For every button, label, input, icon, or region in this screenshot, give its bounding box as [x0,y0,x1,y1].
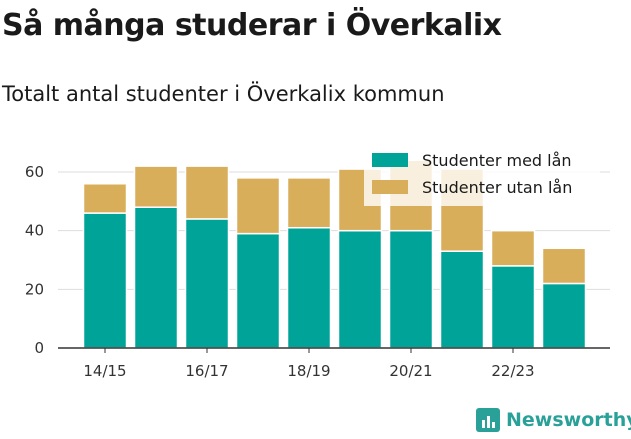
bar-with-loan [82,212,128,349]
y-tick-label: 20 [25,280,44,298]
stacked-bar-chart: 0 20 40 60 14/15 16/17 18/19 20/21 22/23 Studen… [24,144,610,380]
legend-swatch-without-loan [372,180,408,194]
x-tick-label: 14/15 [83,362,126,380]
legend-label-without-loan: Studenter utan lån [422,178,572,197]
y-tick-label: 60 [25,163,44,181]
legend: Studenter med lån Studenter utan lån [364,144,600,206]
x-tick-label: 18/19 [287,362,330,380]
y-tick-labels: 0 20 40 60 [25,163,44,357]
y-tick-label: 0 [34,339,44,357]
y-tick-label: 40 [25,222,44,240]
bar-without-loan [133,165,179,208]
bar-with-loan [439,250,485,349]
newsworthy-logo-icon [476,408,500,432]
chart-subtitle: Totalt antal studenter i Överkalix kommu… [2,82,445,106]
bar-without-loan [490,229,536,267]
bar-with-loan [286,226,332,349]
bar-with-loan [337,229,383,349]
brand-name: Newsworthy [506,409,631,431]
x-tick-label: 22/23 [491,362,534,380]
bar-with-loan [490,265,536,349]
bar-with-loan [184,218,230,349]
chart-title: Så många studerar i Överkalix [2,8,502,43]
bars [82,159,587,349]
bar-without-loan [541,247,587,285]
x-tick-label: 20/21 [389,362,432,380]
bar-with-loan [235,232,281,349]
bar-without-loan [184,165,230,220]
bar-without-loan [82,182,128,214]
bar-without-loan [286,177,332,229]
legend-label-with-loan: Studenter med lån [422,151,572,170]
bar-with-loan [388,229,434,349]
x-tick-label: 16/17 [185,362,228,380]
bar-with-loan [541,282,587,349]
bar-with-loan [133,206,179,349]
newsworthy-logo: Newsworthy [476,408,631,432]
bar-without-loan [235,177,281,235]
legend-swatch-with-loan [372,153,408,167]
x-tick-labels: 14/15 16/17 18/19 20/21 22/23 [83,348,535,380]
